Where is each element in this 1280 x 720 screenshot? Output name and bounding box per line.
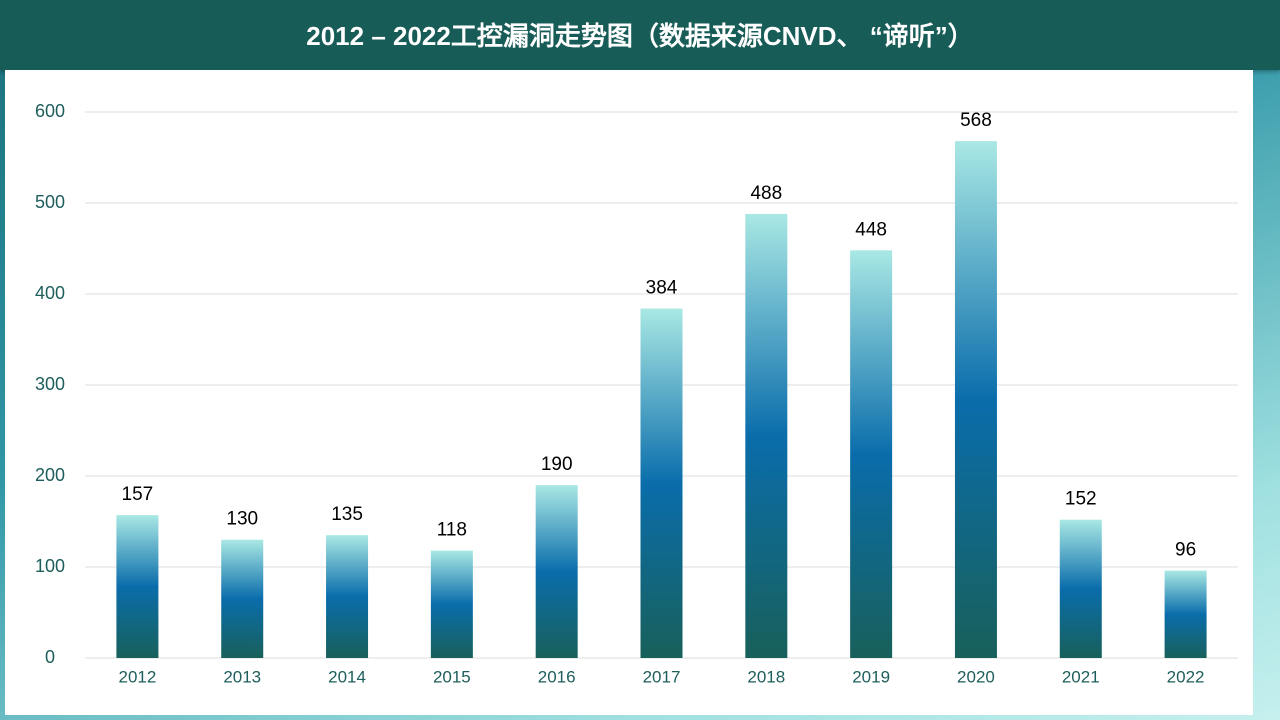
bar [745, 213, 788, 659]
bar [221, 539, 264, 658]
x-tick-label: 2014 [328, 667, 366, 686]
y-tick-label: 400 [35, 283, 65, 303]
y-tick-label: 300 [35, 374, 65, 394]
chart-title: 2012 – 2022工控漏洞走势图（数据来源CNVD、 “谛听”） [306, 21, 974, 51]
header-bar: 2012 – 2022工控漏洞走势图（数据来源CNVD、 “谛听”） [0, 0, 1280, 70]
bar [1059, 519, 1102, 658]
bar [1164, 570, 1207, 658]
x-tick-label: 2017 [643, 667, 681, 686]
value-label: 190 [541, 454, 573, 475]
bar [430, 550, 473, 658]
value-label: 130 [226, 509, 258, 530]
bar [116, 515, 159, 658]
y-tick-label: 200 [35, 465, 65, 485]
y-tick-label: 0 [45, 647, 55, 667]
value-label: 135 [331, 504, 363, 525]
bar [850, 250, 893, 658]
x-tick-label: 2021 [1062, 667, 1100, 686]
panel [5, 70, 1253, 715]
x-tick-label: 2018 [747, 667, 785, 686]
x-tick-label: 2015 [433, 667, 471, 686]
value-label: 384 [646, 278, 678, 299]
value-label: 568 [960, 110, 992, 131]
bar [954, 141, 997, 658]
bar [535, 485, 578, 658]
value-label: 118 [437, 520, 467, 541]
value-label: 488 [750, 183, 782, 204]
x-tick-label: 2019 [852, 667, 890, 686]
value-label: 157 [122, 484, 154, 505]
value-label: 152 [1065, 489, 1097, 510]
value-label: 96 [1175, 540, 1196, 561]
bar [640, 308, 683, 658]
y-tick-label: 600 [35, 101, 65, 121]
x-tick-label: 2013 [223, 667, 261, 686]
y-tick-label: 100 [35, 556, 65, 576]
x-tick-label: 2016 [538, 667, 576, 686]
x-tick-label: 2020 [957, 667, 995, 686]
bar [326, 535, 369, 658]
x-tick-label: 2022 [1167, 667, 1205, 686]
x-tick-label: 2012 [118, 667, 156, 686]
y-tick-label: 500 [35, 192, 65, 212]
value-label: 448 [855, 219, 887, 240]
